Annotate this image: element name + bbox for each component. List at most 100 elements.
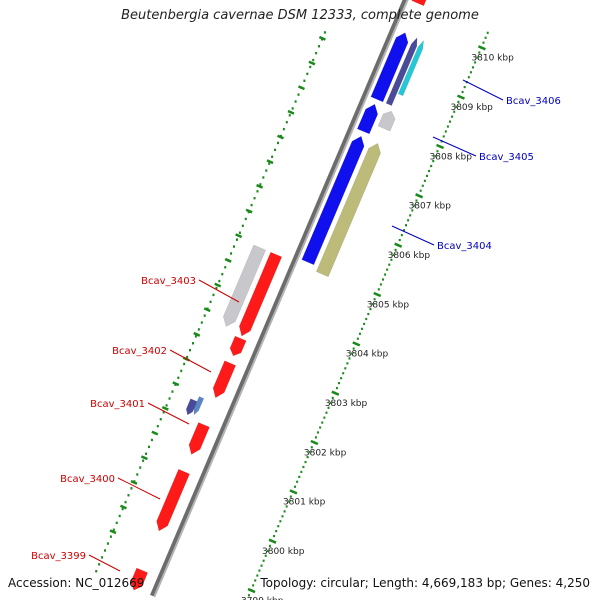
outer-track-dot bbox=[186, 355, 189, 359]
scale-minor-tick bbox=[394, 248, 397, 252]
scale-minor-tick bbox=[442, 135, 445, 138]
outer-track-mark bbox=[266, 159, 274, 165]
scale-minor-tick bbox=[314, 436, 317, 439]
scale-minor-tick bbox=[392, 253, 395, 256]
gene-arrow bbox=[130, 567, 149, 591]
outer-track-dot bbox=[200, 321, 203, 324]
outer-track-dot bbox=[168, 397, 171, 400]
outer-track-dot bbox=[95, 570, 98, 573]
outer-track-dot bbox=[221, 272, 224, 276]
outer-track-dot bbox=[112, 528, 115, 531]
outer-track-dot bbox=[150, 438, 153, 442]
outer-track-dot bbox=[256, 190, 259, 193]
outer-track-dot bbox=[171, 390, 174, 393]
gene-arrow bbox=[377, 110, 396, 132]
scale-minor-tick bbox=[310, 446, 313, 449]
gene-arrow bbox=[193, 396, 205, 416]
scale-minor-tick bbox=[348, 357, 351, 360]
outer-track-dot bbox=[203, 314, 206, 317]
gene-arrow bbox=[356, 103, 379, 135]
scale-minor-tick bbox=[327, 406, 330, 409]
outer-track-dot bbox=[268, 162, 271, 165]
outer-track-dot bbox=[230, 252, 233, 255]
outer-track-dot bbox=[212, 293, 215, 297]
scale-minor-tick bbox=[323, 416, 326, 419]
scale-minor-tick bbox=[402, 229, 405, 232]
outer-track-dot bbox=[130, 487, 133, 490]
outer-track-mark bbox=[277, 134, 285, 140]
scale-minor-tick bbox=[421, 184, 424, 187]
scale-minor-tick bbox=[308, 451, 311, 454]
scale-minor-tick bbox=[298, 475, 301, 478]
outer-track-dot bbox=[209, 300, 212, 304]
outer-track-dot bbox=[124, 500, 127, 504]
scale-minor-tick bbox=[264, 554, 267, 557]
scale-minor-tick bbox=[300, 470, 303, 474]
scale-minor-tick bbox=[377, 288, 380, 291]
outer-track-dot bbox=[115, 521, 118, 525]
scale-minor-tick bbox=[432, 159, 435, 163]
outer-track-dot bbox=[215, 286, 218, 290]
outer-track-dot bbox=[189, 348, 192, 352]
outer-track-dot bbox=[241, 224, 244, 228]
outer-track-dot bbox=[177, 376, 180, 379]
gene-arrow bbox=[185, 398, 198, 416]
scale-minor-tick bbox=[275, 530, 278, 533]
outer-track-mark bbox=[297, 85, 305, 91]
outer-track-dot bbox=[142, 459, 145, 462]
scale-minor-tick bbox=[268, 544, 271, 548]
scale-tick-label: 3800 kbp bbox=[262, 547, 305, 557]
scale-minor-tick bbox=[390, 258, 393, 261]
gene-arrow bbox=[238, 251, 283, 337]
outer-track-mark bbox=[140, 455, 148, 461]
backbone-highlight bbox=[153, 0, 409, 598]
outer-track-mark bbox=[161, 405, 169, 411]
scale-minor-tick bbox=[363, 322, 366, 326]
scale-minor-tick bbox=[425, 174, 428, 177]
scale-minor-tick bbox=[356, 337, 359, 340]
outer-track-dot bbox=[271, 155, 274, 158]
outer-track-dot bbox=[235, 238, 238, 241]
outer-track-mark bbox=[130, 479, 138, 485]
outer-track-dot bbox=[162, 411, 165, 414]
scale-minor-tick bbox=[411, 209, 414, 212]
scale-major-tick bbox=[247, 587, 256, 594]
scale-minor-tick bbox=[476, 56, 479, 59]
scale-minor-tick bbox=[304, 460, 307, 464]
scale-ticks: 3799 kbp 3800 kbp 3801 kbp 3802 kbp 3803 kbp… bbox=[241, 31, 514, 600]
outer-track-mark bbox=[308, 60, 316, 66]
gene-label-leader bbox=[169, 349, 212, 373]
scale-minor-tick bbox=[478, 51, 481, 54]
scale-minor-tick bbox=[449, 120, 452, 123]
scale-tick-label: 3810 kbp bbox=[471, 54, 514, 64]
gene-label: Bcav_3404 bbox=[437, 241, 492, 252]
scale-major-tick bbox=[310, 439, 319, 446]
map-title: Beutenbergia cavernae DSM 12333, complet… bbox=[121, 8, 479, 23]
scale-minor-tick bbox=[428, 169, 431, 173]
gene-arrow bbox=[301, 135, 365, 266]
scale-tick-label: 3803 kbp bbox=[325, 399, 368, 409]
scale-minor-tick bbox=[365, 317, 368, 321]
outer-track-dot bbox=[253, 197, 256, 200]
scale-minor-tick bbox=[482, 41, 485, 44]
scale-minor-tick bbox=[321, 421, 324, 424]
gene-label: Bcav_3405 bbox=[479, 152, 534, 163]
scale-minor-tick bbox=[306, 456, 309, 459]
outer-track-dot bbox=[318, 45, 321, 48]
gene-arrow bbox=[385, 37, 418, 106]
scale-minor-tick bbox=[444, 130, 447, 133]
outer-track-dot bbox=[145, 452, 148, 455]
outer-track-dot bbox=[194, 335, 197, 338]
gene-label-leader bbox=[147, 402, 190, 425]
outer-track-dot bbox=[297, 93, 300, 96]
scale-minor-tick bbox=[331, 396, 334, 400]
outer-track-dot bbox=[285, 121, 288, 124]
gene-arrow bbox=[156, 468, 190, 532]
scale-minor-tick bbox=[338, 382, 341, 385]
outer-track-dot bbox=[127, 494, 130, 497]
scale-minor-tick bbox=[384, 273, 387, 276]
outer-track-dot bbox=[159, 418, 162, 421]
scale-minor-tick bbox=[302, 465, 305, 469]
outer-track-mark bbox=[224, 257, 232, 263]
